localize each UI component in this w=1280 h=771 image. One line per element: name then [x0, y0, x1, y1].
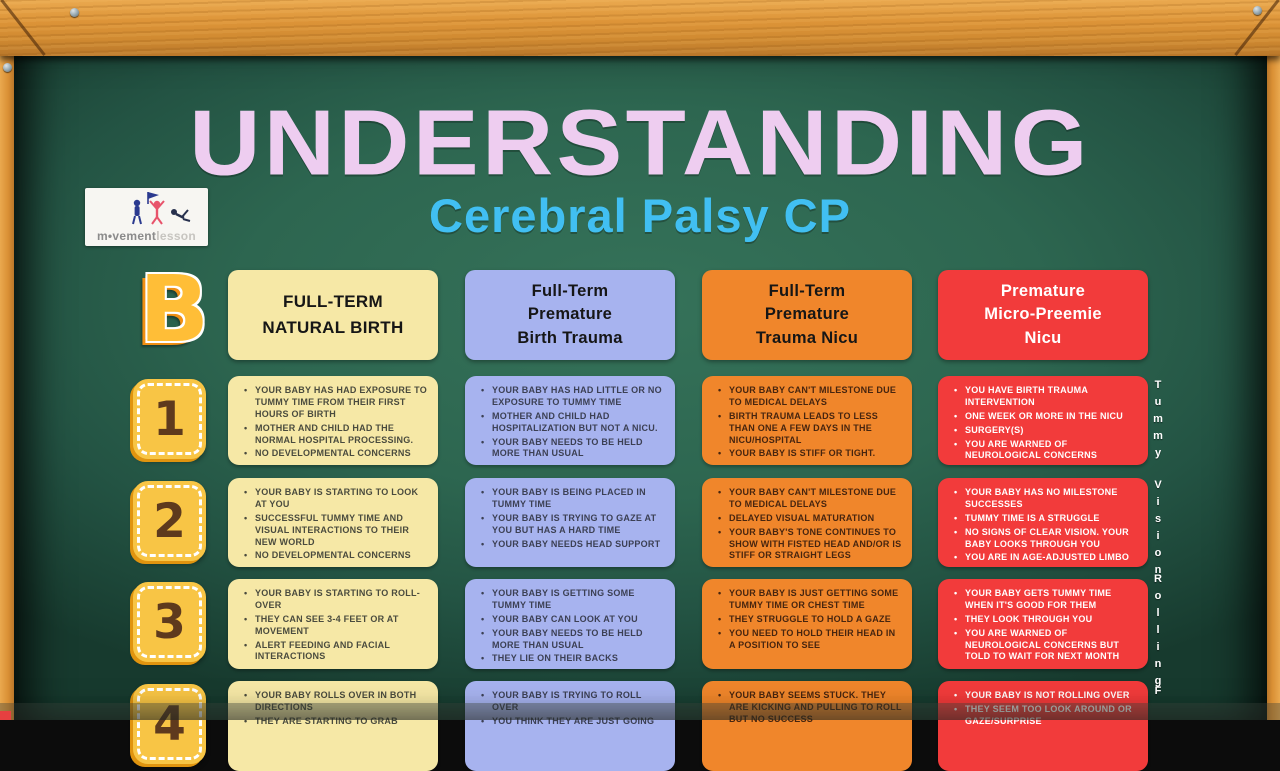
bullet-item: YOUR BABY ROLLS OVER IN BOTH DIRECTIONS	[244, 690, 430, 714]
cell-row4-micro-preemie: YOUR BABY IS NOT ROLLING OVERTHEY SEEM T…	[938, 681, 1148, 771]
bullet-item: YOUR BABY NEEDS HEAD SUPPORT	[481, 539, 667, 551]
badge-number: 3	[153, 594, 186, 650]
cell-row1-trauma-nicu: YOUR BABY CAN'T MILESTONE DUE TO MEDICAL…	[702, 376, 912, 465]
bullet-item: YOUR BABY CAN'T MILESTONE DUE TO MEDICAL…	[718, 487, 904, 511]
poster-subtitle: Cerebral Palsy CP	[429, 189, 851, 242]
cell-row1-micro-preemie: YOU HAVE BIRTH TRAUMA INTERVENTION ONE WE…	[938, 376, 1148, 465]
bullet-item: YOU HAVE BIRTH TRAUMA INTERVENTION	[954, 385, 1140, 409]
bullet-item: YOUR BABY IS TRYING TO GAZE AT YOU BUT H…	[481, 513, 667, 537]
bullet-item: YOUR BABY NEEDS TO BE HELD MORE THAN USU…	[481, 628, 667, 652]
side-label-vision: Vision	[1152, 479, 1164, 581]
bullet-item: YOUR BABY IS STARTING TO LOOK AT YOU	[244, 487, 430, 511]
row-marker-letter-b: B	[138, 256, 210, 363]
bullet-item: YOUR BABY'S TONE CONTINUES TO SHOW WITH …	[718, 527, 904, 563]
bullet-item: ONE WEEK OR MORE IN THE NICU	[954, 411, 1140, 423]
bullet-item: MOTHER AND CHILD HAD HOSPITALIZATION BUT…	[481, 411, 667, 435]
logo-wordmark: m•vementlesson	[97, 229, 196, 243]
frame-miter-left	[0, 0, 46, 57]
poster-title: UNDERSTANDING	[189, 90, 1091, 195]
bullet-item: YOUR BABY IS JUST GETTING SOME TUMMY TIM…	[718, 588, 904, 612]
bullet-item: YOU ARE IN AGE-ADJUSTED LIMBO	[954, 552, 1140, 564]
bullet-item: YOUR BABY IS GETTING SOME TUMMY TIME	[481, 588, 667, 612]
side-label-row4: F	[1152, 685, 1164, 702]
milestone-badge-3: 3	[133, 582, 206, 662]
bullet-item: NO DEVELOPMENTAL CONCERNS	[244, 550, 430, 562]
cell-row4-natural-birth: YOUR BABY ROLLS OVER IN BOTH DIRECTIONST…	[228, 681, 438, 771]
video-scrubber-band[interactable]	[0, 703, 1280, 720]
bullet-item: THEY STRUGGLE TO HOLD A GAZE	[718, 614, 904, 626]
cell-row1-birth-trauma: YOUR BABY HAS HAD LITTLE OR NO EXPOSURE …	[465, 376, 675, 465]
bullet-item: MOTHER AND CHILD HAD THE NORMAL HOSPITAL…	[244, 423, 430, 447]
badge-number: 4	[153, 696, 186, 752]
column-header-premature-micro-preemie-nicu: Premature Micro-Preemie Nicu	[938, 270, 1148, 360]
bullet-item: THEY LIE ON THEIR BACKS	[481, 653, 667, 665]
bullet-item: DELAYED VISUAL MATURATION	[718, 513, 904, 525]
bullet-item: YOUR BABY SEEMS STUCK. THEY ARE KICKING …	[718, 690, 904, 726]
bullet-item: YOUR BABY CAN'T MILESTONE DUE TO MEDICAL…	[718, 385, 904, 409]
cell-row4-birth-trauma: YOUR BABY IS TRYING TO ROLL OVERYOU THIN…	[465, 681, 675, 771]
cell-row3-natural-birth: YOUR BABY IS STARTING TO ROLL-OVERTHEY C…	[228, 579, 438, 669]
bullet-item: NO SIGNS OF CLEAR VISION. YOUR BABY LOOK…	[954, 527, 1140, 551]
bullet-item: BIRTH TRAUMA LEADS TO LESS THAN ONE A FE…	[718, 411, 904, 447]
bullet-item: YOUR BABY HAS HAD EXPOSURE TO TUMMY TIME…	[244, 385, 430, 421]
milestone-badge-2: 2	[133, 481, 206, 561]
frame-right	[1267, 50, 1280, 720]
column-header-full-term-premature-birth-trauma: Full-Term Premature Birth Trauma	[465, 270, 675, 360]
logo-figures-icon	[132, 192, 191, 225]
milestone-badge-4: 4	[133, 684, 206, 764]
bullet-item: YOUR BABY NEEDS TO BE HELD MORE THAN USU…	[481, 437, 667, 461]
cell-row2-birth-trauma: YOUR BABY IS BEING PLACED IN TUMMY TIMEY…	[465, 478, 675, 567]
bullet-item: YOU ARE WARNED OF NEUROLOGICAL CONCERNS …	[954, 628, 1140, 664]
bullet-item: THEY LOOK THROUGH YOU	[954, 614, 1140, 626]
video-progress-marker[interactable]	[0, 711, 11, 720]
screw-icon	[3, 63, 12, 72]
milestone-badge-1: 1	[133, 379, 206, 459]
column-header-full-term-natural-birth: FULL-TERM NATURAL BIRTH	[228, 270, 438, 360]
bullet-item: YOU NEED TO HOLD THEIR HEAD IN A POSITIO…	[718, 628, 904, 652]
side-label-tummy: Tummy	[1152, 379, 1164, 464]
bullet-item: YOUR BABY IS STIFF OR TIGHT.	[718, 448, 904, 460]
frame-top	[0, 0, 1280, 57]
logo-word-movement: m•vement	[96, 229, 157, 243]
bullet-item: SURGERY(S)	[954, 425, 1140, 437]
bullet-item: YOUR BABY IS TRYING TO ROLL OVER	[481, 690, 667, 714]
cell-row2-natural-birth: YOUR BABY IS STARTING TO LOOK AT YOUSUCC…	[228, 478, 438, 567]
bullet-item: YOUR BABY HAS NO MILESTONE SUCCESSES	[954, 487, 1140, 511]
column-header-full-term-premature-trauma-nicu: Full-Term Premature Trauma Nicu	[702, 270, 912, 360]
movement-lesson-logo: m•vementlesson	[85, 188, 208, 246]
badge-number: 1	[153, 391, 186, 447]
bullet-item: NO DEVELOPMENTAL CONCERNS	[244, 448, 430, 460]
bullet-item: YOUR BABY GETS TUMMY TIME WHEN IT'S GOOD…	[954, 588, 1140, 612]
bullet-item: TUMMY TIME IS A STRUGGLE	[954, 513, 1140, 525]
cell-row2-micro-preemie: YOUR BABY HAS NO MILESTONE SUCCESSES TUMM…	[938, 478, 1148, 567]
cell-row1-natural-birth: YOUR BABY HAS HAD EXPOSURE TO TUMMY TIME…	[228, 376, 438, 465]
bullet-item: YOUR BABY IS NOT ROLLING OVER	[954, 690, 1140, 702]
logo-word-lesson: lesson	[156, 229, 197, 243]
screw-icon	[70, 8, 79, 17]
cell-row4-trauma-nicu: YOUR BABY SEEMS STUCK. THEY ARE KICKING …	[702, 681, 912, 771]
screw-icon	[1253, 6, 1262, 15]
cell-row2-trauma-nicu: YOUR BABY CAN'T MILESTONE DUE TO MEDICAL…	[702, 478, 912, 567]
bullet-item: ALERT FEEDING AND FACIAL INTERACTIONS	[244, 640, 430, 664]
cell-row3-birth-trauma: YOUR BABY IS GETTING SOME TUMMY TIME YOUR…	[465, 579, 675, 669]
bullet-item: YOUR BABY IS STARTING TO ROLL-OVER	[244, 588, 430, 612]
bullet-item: YOUR BABY CAN LOOK AT YOU	[481, 614, 667, 626]
badge-number: 2	[153, 493, 186, 549]
cell-row3-trauma-nicu: YOUR BABY IS JUST GETTING SOME TUMMY TIM…	[702, 579, 912, 669]
frame-left	[0, 50, 14, 720]
bullet-item: YOU ARE WARNED OF NEUROLOGICAL CONCERNS	[954, 439, 1140, 463]
bullet-item: SUCCESSFUL TUMMY TIME AND VISUAL INTERAC…	[244, 513, 430, 549]
bullet-item: YOUR BABY HAS HAD LITTLE OR NO EXPOSURE …	[481, 385, 667, 409]
bullet-item: THEY CAN SEE 3-4 FEET OR AT MOVEMENT	[244, 614, 430, 638]
side-label-rolling: Rolling	[1152, 573, 1164, 692]
bullet-item: YOUR BABY IS BEING PLACED IN TUMMY TIME	[481, 487, 667, 511]
cell-row3-micro-preemie: YOUR BABY GETS TUMMY TIME WHEN IT'S GOOD…	[938, 579, 1148, 669]
